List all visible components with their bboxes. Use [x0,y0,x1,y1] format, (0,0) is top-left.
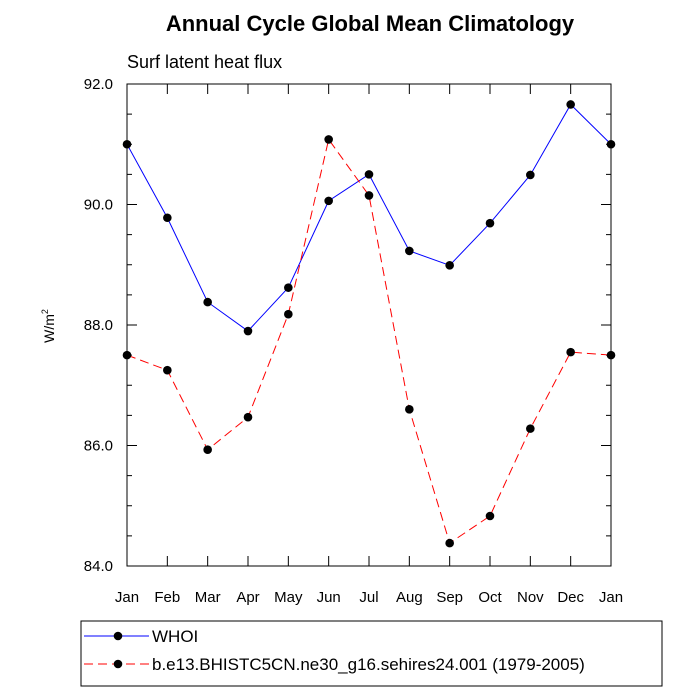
legend-marker-1 [113,631,123,641]
legend-box [80,620,663,687]
data-point [203,445,212,455]
x-tick-label: Jan [599,589,623,606]
y-tick-label: 88.0 [84,317,113,334]
data-point [445,538,454,548]
axes [126,83,612,567]
x-tick-label: Sep [436,589,463,606]
data-point [364,170,374,179]
data-point [122,350,132,360]
data-point [364,191,374,200]
series-2 [122,135,616,548]
x-tick-label: Dec [557,589,584,606]
data-point [405,246,414,256]
chart-title: Annual Cycle Global Mean Climatology [166,11,575,36]
y-axis-label-base: W/m [41,314,57,343]
data-point [243,412,253,422]
series-line [126,138,612,544]
x-tick-label: Feb [154,589,180,606]
x-tick-label: Apr [236,589,259,606]
data-point [163,365,172,375]
data-point [243,326,253,336]
legend: WHOI b.e13.BHISTC5CN.ne30_g16.sehires24.0… [80,620,663,687]
x-tick-label: Oct [478,589,502,606]
series-line [126,103,612,332]
y-tick-label: 92.0 [84,76,113,93]
data-point [324,196,333,206]
data-point [606,139,616,149]
data-point [485,218,495,228]
x-tick-label: Mar [195,589,221,606]
data-point [445,261,454,270]
data-point [566,347,575,357]
plot-frame [126,83,612,567]
data-point [566,100,575,109]
legend-label-1: WHOI [152,627,198,646]
x-tick-label: Aug [396,589,423,606]
legend-marker-2 [113,659,123,669]
data-point [284,283,293,292]
data-point [526,424,535,433]
data-point [485,511,495,521]
data-point [163,213,172,223]
y-axis-label-sup: 2 [40,309,50,314]
x-ticks: Jan Feb Mar Apr May Jun Jul Aug Sep Oct Nov Dec Jan [115,84,623,606]
series-1 [122,100,616,336]
x-tick-label: Jul [359,589,378,606]
data-point [526,170,535,180]
series-layer [122,100,616,548]
chart-subtitle: Surf latent heat flux [127,52,282,72]
data-point [324,135,333,144]
y-tick-label: 90.0 [84,197,113,214]
x-tick-label: Jun [317,589,341,606]
data-point [405,405,414,414]
data-point [284,309,293,319]
y-ticks: 84.0 86.0 88.0 90.0 92.0 [84,76,611,575]
y-tick-label: 86.0 [84,438,113,455]
y-axis-label: W/m2 [40,309,57,343]
data-point [203,297,212,307]
y-tick-label: 84.0 [84,558,113,575]
x-tick-label: Nov [517,589,544,606]
svg-text:W/m2: W/m2 [40,309,57,343]
data-point [122,139,132,149]
x-tick-label: Jan [115,589,139,606]
legend-label-2: b.e13.BHISTC5CN.ne30_g16.sehires24.001 (… [152,655,585,674]
data-point [606,350,616,360]
x-tick-label: May [274,589,303,606]
